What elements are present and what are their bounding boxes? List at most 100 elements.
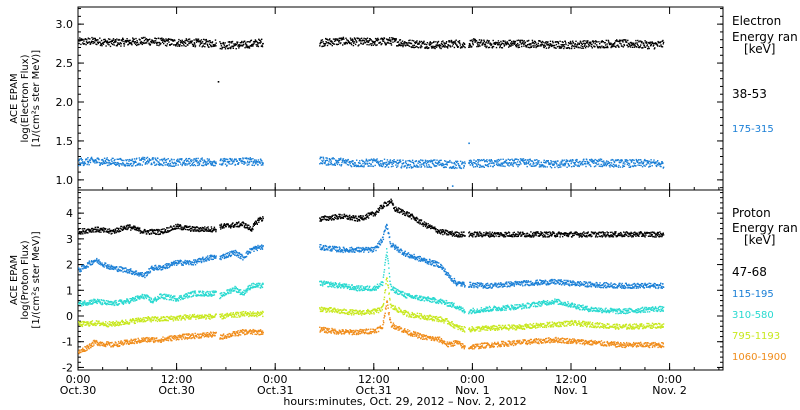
data-point <box>106 230 108 232</box>
data-point <box>546 43 548 45</box>
data-point <box>221 48 223 50</box>
data-point <box>119 158 121 160</box>
data-point <box>552 231 554 233</box>
data-point <box>237 252 239 254</box>
data-point <box>379 206 381 209</box>
data-point <box>110 42 113 45</box>
data-point <box>369 38 371 40</box>
data-point <box>113 160 115 162</box>
data-point <box>536 45 539 48</box>
data-point <box>424 161 426 163</box>
data-point <box>126 38 128 40</box>
data-point <box>394 209 396 211</box>
data-point <box>650 43 653 45</box>
data-point <box>471 164 474 167</box>
data-point <box>172 228 175 230</box>
data-point <box>359 215 362 217</box>
data-point <box>193 164 196 166</box>
data-point <box>160 39 163 41</box>
data-point <box>156 44 158 46</box>
data-point <box>370 213 373 216</box>
data-point <box>486 164 489 166</box>
data-point <box>248 41 250 43</box>
data-point <box>159 233 162 235</box>
data-point <box>229 226 231 228</box>
data-point <box>562 235 564 238</box>
data-point <box>557 233 559 235</box>
data-point <box>141 273 143 276</box>
data-point <box>253 250 255 252</box>
data-point <box>654 236 656 238</box>
data-point <box>495 46 498 49</box>
data-point <box>578 234 580 236</box>
data-point <box>528 161 530 163</box>
data-point <box>404 42 406 44</box>
data-point <box>476 45 478 48</box>
data-point <box>382 162 384 164</box>
data-point <box>510 45 512 47</box>
data-point <box>439 47 441 49</box>
data-point <box>563 44 565 46</box>
data-point <box>491 47 494 49</box>
data-point <box>606 163 609 165</box>
data-point <box>533 165 535 167</box>
data-point <box>606 160 608 162</box>
data-point <box>192 229 194 231</box>
data-point <box>469 159 472 161</box>
data-point <box>220 43 222 45</box>
data-point <box>464 162 466 165</box>
data-point <box>570 41 572 43</box>
data-point <box>412 161 414 164</box>
data-point <box>244 161 246 163</box>
data-point <box>494 42 496 44</box>
data-point <box>178 225 180 227</box>
data-point <box>131 158 133 160</box>
data-point <box>498 42 500 44</box>
data-point <box>168 227 170 229</box>
data-point <box>211 41 214 43</box>
data-point <box>431 46 434 48</box>
data-point <box>177 158 179 160</box>
data-point <box>194 228 196 230</box>
data-point <box>638 231 640 234</box>
data-point <box>543 161 545 163</box>
data-point <box>365 218 367 220</box>
data-point <box>452 232 455 235</box>
data-point <box>656 161 658 163</box>
data-point <box>637 160 639 162</box>
data-point <box>651 235 653 237</box>
data-point <box>224 160 226 162</box>
data-point <box>486 159 488 161</box>
data-point <box>119 157 122 160</box>
data-point <box>622 235 624 237</box>
data-point <box>103 266 105 268</box>
data-point <box>202 259 204 261</box>
data-point <box>660 41 662 43</box>
data-point <box>350 218 352 221</box>
data-point <box>230 224 232 226</box>
data-point <box>174 261 176 264</box>
data-point <box>561 159 563 161</box>
data-point <box>155 41 157 44</box>
data-point <box>381 160 383 162</box>
data-point <box>91 158 93 160</box>
data-point <box>528 39 530 42</box>
data-point <box>111 232 113 235</box>
data-point <box>98 158 100 161</box>
data-point <box>608 41 610 44</box>
data-point <box>128 41 131 43</box>
data-point <box>158 162 160 165</box>
data-point <box>406 42 408 45</box>
data-point <box>485 46 487 49</box>
data-point <box>178 160 180 162</box>
data-point <box>327 39 329 41</box>
data-point <box>388 38 390 41</box>
data-point <box>169 160 171 163</box>
data-point <box>379 41 382 43</box>
data-point <box>591 43 593 46</box>
data-point <box>406 166 408 169</box>
data-point <box>149 233 151 235</box>
data-point <box>436 231 438 233</box>
data-point <box>117 43 120 45</box>
data-point <box>246 41 248 43</box>
